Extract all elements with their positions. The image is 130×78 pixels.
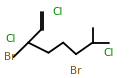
Text: Cl: Cl bbox=[52, 7, 63, 17]
Text: Br: Br bbox=[4, 52, 16, 62]
Text: Cl: Cl bbox=[5, 34, 15, 44]
Text: Cl: Cl bbox=[104, 48, 114, 58]
Text: Br: Br bbox=[70, 66, 82, 76]
